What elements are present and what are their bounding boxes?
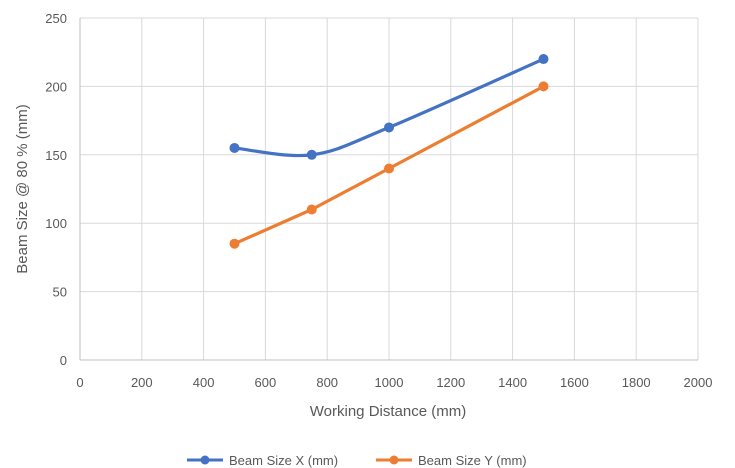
x-axis-title: Working Distance (mm) bbox=[310, 403, 466, 420]
grid bbox=[80, 17, 699, 360]
data-point-x bbox=[306, 149, 317, 160]
y-tick-label: 50 bbox=[53, 285, 67, 300]
series-layer bbox=[229, 54, 549, 249]
legend-label-x: Beam Size X (mm) bbox=[229, 453, 338, 468]
y-tick-label: 100 bbox=[45, 216, 67, 231]
x-tick-label: 1600 bbox=[560, 375, 589, 390]
x-tick-label: 2000 bbox=[684, 375, 713, 390]
y-tick-labels: 0 50 100 150 200 250 bbox=[45, 11, 67, 368]
data-point-y bbox=[306, 204, 317, 215]
y-tick-label: 200 bbox=[45, 79, 67, 94]
x-tick-label: 400 bbox=[193, 375, 215, 390]
y-tick-label: 150 bbox=[45, 148, 67, 163]
legend-marker-y bbox=[389, 455, 399, 465]
x-tick-label: 800 bbox=[316, 375, 338, 390]
data-point-y bbox=[229, 238, 240, 249]
x-tick-label: 1800 bbox=[622, 375, 651, 390]
legend-label-y: Beam Size Y (mm) bbox=[418, 453, 527, 468]
data-point-x bbox=[229, 142, 240, 153]
y-axis-title: Beam Size @ 80 % (mm) bbox=[14, 104, 31, 273]
x-tick-label: 0 bbox=[76, 375, 83, 390]
x-tick-label: 1000 bbox=[375, 375, 404, 390]
y-tick-label: 0 bbox=[60, 353, 67, 368]
x-tick-label: 1400 bbox=[498, 375, 527, 390]
series-line-y bbox=[232, 84, 546, 246]
data-point-x bbox=[538, 54, 549, 65]
data-point-y bbox=[538, 81, 549, 92]
axes bbox=[79, 18, 698, 361]
x-tick-label: 600 bbox=[255, 375, 277, 390]
x-tick-label: 1200 bbox=[436, 375, 465, 390]
legend-item-x: Beam Size X (mm) bbox=[187, 453, 338, 468]
x-tick-labels: 0 200 400 600 800 1000 1200 1400 1600 1800 2000 bbox=[76, 375, 712, 390]
data-point-x bbox=[384, 122, 394, 133]
legend-marker-x bbox=[200, 455, 210, 465]
legend-item-y: Beam Size Y (mm) bbox=[376, 453, 527, 468]
x-tick-label: 200 bbox=[131, 375, 153, 390]
y-tick-label: 250 bbox=[45, 11, 67, 26]
data-point-y bbox=[384, 163, 394, 174]
series-line-x bbox=[232, 57, 546, 158]
legend: Beam Size X (mm) Beam Size Y (mm) bbox=[187, 453, 527, 468]
